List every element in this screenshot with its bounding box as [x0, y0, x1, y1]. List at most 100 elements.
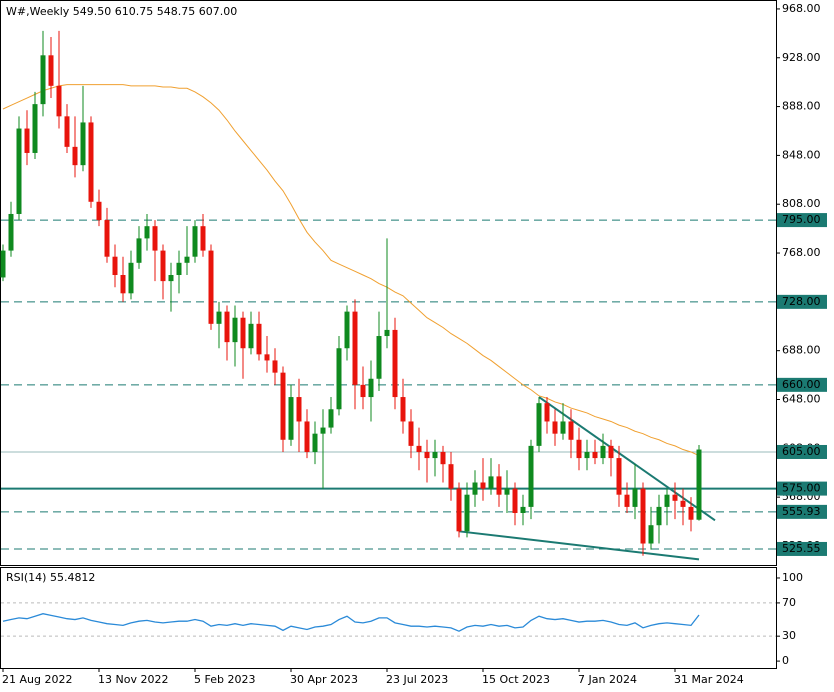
candle-body: [208, 250, 214, 324]
candle-body: [696, 449, 702, 520]
candle-body: [112, 256, 118, 276]
level-label: 605.00: [782, 445, 821, 458]
candle-body: [168, 275, 174, 282]
candle-body: [392, 329, 398, 398]
candle-body: [568, 421, 574, 440]
candle-body: [264, 354, 270, 361]
candle-body: [72, 146, 78, 166]
candle-body: [352, 311, 358, 385]
candle-body: [240, 317, 246, 349]
candle-body: [304, 421, 310, 452]
y-tick-label: 888.00: [782, 100, 821, 113]
candle-body: [560, 421, 566, 434]
candle-body: [536, 403, 542, 446]
candle-body: [280, 372, 286, 440]
candle-body: [0, 250, 6, 278]
candle-body: [40, 55, 46, 105]
candle-body: [184, 256, 190, 263]
candle-body: [104, 220, 110, 257]
candle-body: [232, 317, 238, 343]
x-tick-label: 7 Jan 2024: [578, 673, 637, 686]
x-tick-label: 23 Jul 2023: [386, 673, 448, 686]
candle-body: [400, 397, 406, 422]
x-tick-label: 21 Aug 2022: [2, 673, 72, 686]
candle-body: [216, 311, 222, 324]
candle-body: [416, 445, 422, 452]
rsi-tick-label: 100: [782, 571, 803, 584]
candle-body: [120, 275, 126, 294]
y-tick-label: 968.00: [782, 2, 821, 15]
y-tick-label: 768.00: [782, 246, 821, 259]
candle-body: [152, 226, 158, 251]
level-label: 525.55: [782, 542, 821, 555]
candle-body: [160, 250, 166, 282]
rsi-line: [2, 613, 700, 632]
candle-body: [200, 226, 206, 251]
candle-body: [88, 122, 94, 202]
rsi-tick-label: 30: [782, 629, 796, 642]
candle-body: [432, 451, 438, 459]
trendline: [538, 396, 716, 522]
x-tick-label: 31 Mar 2024: [674, 673, 744, 686]
x-tick-label: 13 Nov 2022: [98, 673, 168, 686]
candle-body: [192, 226, 198, 257]
candle-body: [312, 433, 318, 452]
level-label-box: [777, 444, 827, 459]
rsi-tick-label: 70: [782, 596, 796, 609]
candle-body: [424, 451, 430, 459]
candle-body: [336, 348, 342, 410]
candle-body: [96, 201, 102, 221]
x-tick-label: 15 Oct 2023: [482, 673, 550, 686]
candle-body: [600, 445, 606, 459]
level-label: 575.00: [782, 482, 821, 495]
candle-body: [440, 451, 446, 465]
candle-body: [408, 421, 414, 446]
level-label-box: [777, 541, 827, 556]
candle-body: [656, 506, 662, 526]
candle-body: [32, 104, 38, 153]
level-label-box: [777, 377, 827, 392]
candle-body: [8, 213, 14, 251]
candle-body: [576, 439, 582, 459]
candle-body: [344, 311, 350, 349]
candle-body: [456, 488, 462, 532]
candle-body: [680, 500, 686, 507]
level-label-box: [777, 481, 827, 496]
rsi-tick-label: 0: [782, 654, 789, 667]
candle-body: [448, 464, 454, 489]
candle-body: [464, 494, 470, 532]
candle-body: [504, 488, 510, 495]
y-tick-label: 648.00: [782, 392, 821, 405]
candle-body: [584, 451, 590, 459]
x-tick-label: 30 Apr 2023: [290, 673, 358, 686]
rsi-panel: [0, 567, 777, 669]
level-label-box: [777, 504, 827, 519]
candle-body: [672, 494, 678, 501]
candle-body: [640, 488, 646, 544]
candle-body: [688, 506, 694, 520]
level-label-box: [777, 213, 827, 228]
chart-info: W#,Weekly 549.50 610.75 548.75 607.00: [6, 5, 237, 18]
candle-body: [616, 458, 622, 495]
level-label: 728.00: [782, 295, 821, 308]
candle-body: [624, 494, 630, 507]
candle-body: [472, 482, 478, 495]
rsi-label: RSI(14) 55.4812: [6, 571, 95, 584]
candle-body: [608, 445, 614, 459]
candle-body: [24, 128, 30, 153]
candle-body: [648, 525, 654, 544]
y-tick-label: 848.00: [782, 148, 821, 161]
candle-body: [664, 494, 670, 507]
candle-body: [144, 226, 150, 239]
level-label: 660.00: [782, 378, 821, 391]
candle-body: [224, 311, 230, 343]
candle-body: [136, 238, 142, 263]
y-tick-label: 688.00: [782, 344, 821, 357]
candle-body: [480, 482, 486, 489]
candle-body: [176, 262, 182, 276]
level-label-box: [777, 294, 827, 309]
candle-body: [328, 409, 334, 428]
candle-body: [528, 445, 534, 507]
y-tick-label: 928.00: [782, 51, 821, 64]
